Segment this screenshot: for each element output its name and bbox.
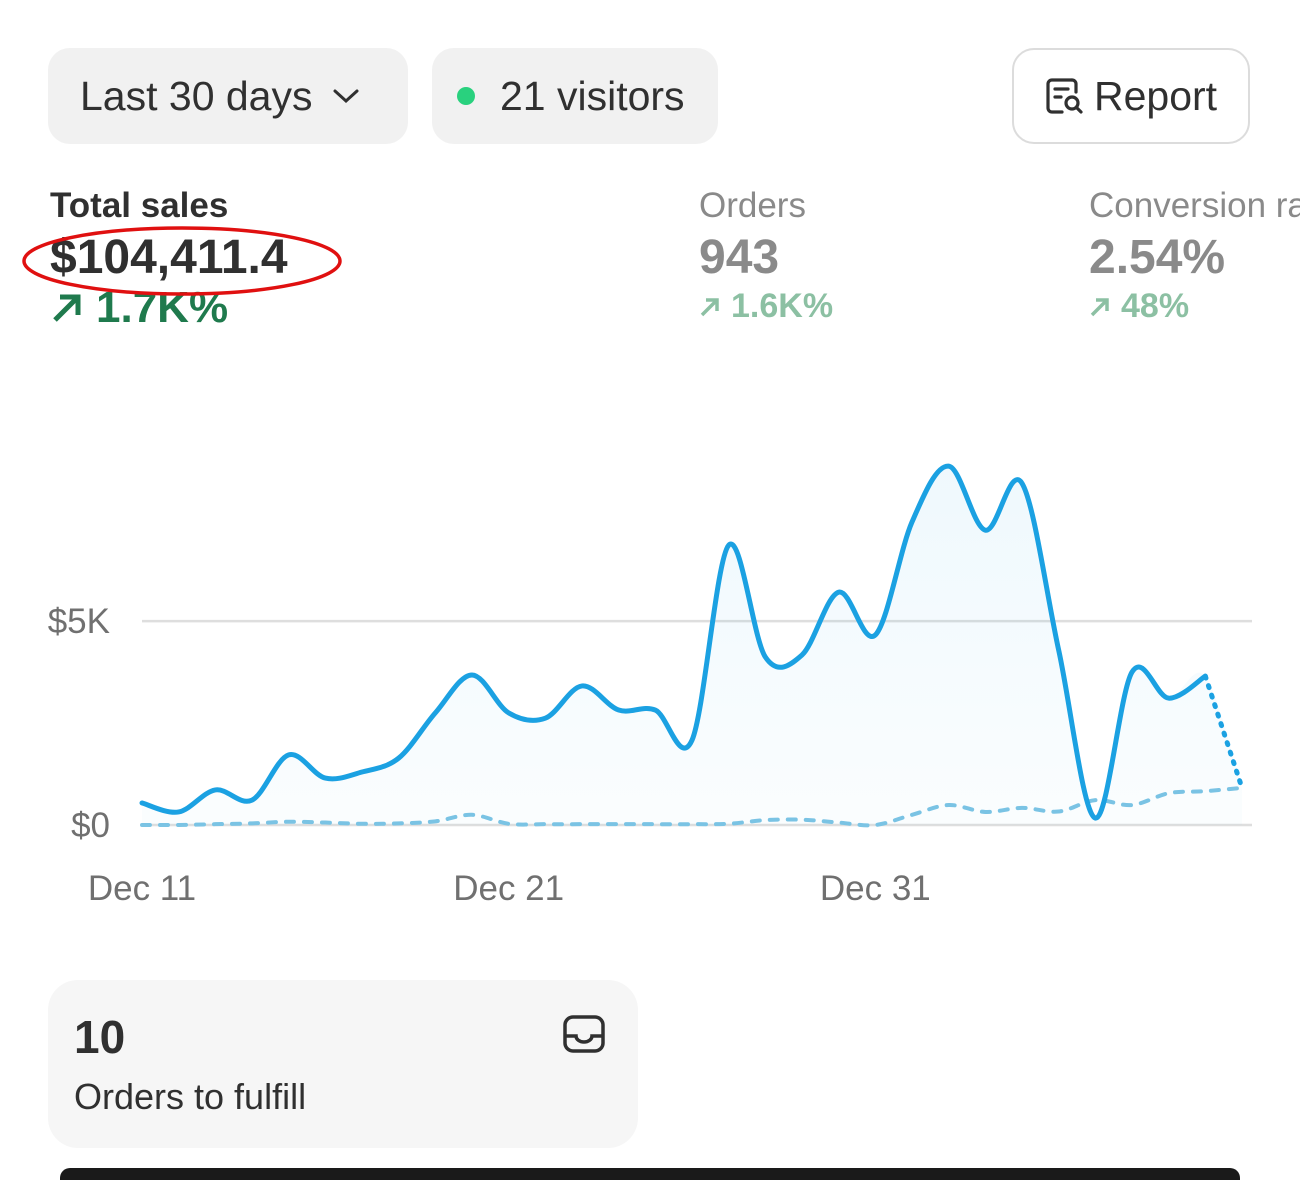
visitors-label: 21 visitors xyxy=(500,72,685,119)
partial-line xyxy=(1202,673,1245,791)
metric-label: Total sales xyxy=(50,186,229,225)
report-button[interactable]: Report xyxy=(1012,48,1250,144)
metric-change-value: 48% xyxy=(1121,287,1190,325)
metric-value: 943 xyxy=(699,231,780,284)
chevron-icon xyxy=(333,89,358,104)
metric-value: 2.54% xyxy=(1089,231,1226,284)
metric-change-value: 1.6K% xyxy=(731,287,834,325)
fulfill-count: 10 xyxy=(74,1011,126,1063)
up-arrow xyxy=(700,297,719,316)
x-tick-label: Dec 21 xyxy=(453,869,564,908)
x-tick-label: Dec 31 xyxy=(820,869,931,908)
fulfill-label: Orders to fulfill xyxy=(74,1076,307,1117)
metric-change: 1.6K% xyxy=(699,287,833,326)
metric-value: $104,411.4 xyxy=(50,231,288,284)
live-dot xyxy=(457,87,475,105)
visitors-pill[interactable]: 21 visitors xyxy=(432,48,718,144)
metric-label: Orders xyxy=(699,186,806,225)
bottom-bar-edge xyxy=(60,1168,1240,1180)
date-range-button[interactable]: Last 30 days xyxy=(48,48,408,144)
metric-conversion[interactable]: Conversion rate 2.54% 48% xyxy=(1089,186,1300,326)
annotation-ellipse xyxy=(22,226,342,296)
y-tick-label: $5K xyxy=(48,602,110,641)
report-label: Report xyxy=(1094,72,1218,119)
line-area xyxy=(142,466,1242,825)
y-tick-label: $0 xyxy=(71,806,110,845)
up-arrow xyxy=(1090,297,1109,316)
up-arrow xyxy=(53,294,81,322)
metric-label: Conversion rate xyxy=(1089,186,1300,225)
inbox-icon xyxy=(563,1015,605,1053)
metric-orders[interactable]: Orders 943 1.6K% xyxy=(699,186,833,326)
metric-total-sales[interactable]: Total sales $104,411.4 1.7K% xyxy=(50,186,288,333)
report-icon xyxy=(1046,78,1083,114)
sales-line xyxy=(139,463,1208,821)
date-range-label: Last 30 days xyxy=(80,72,313,119)
x-tick-label: Dec 11 xyxy=(88,869,196,908)
metric-change: 48% xyxy=(1089,287,1300,326)
orders-to-fulfill-card[interactable]: 10 Orders to fulfill xyxy=(48,980,638,1148)
sales-chart: $0 $5K Dec 11 Dec 21 Dec 31 xyxy=(48,463,1252,908)
